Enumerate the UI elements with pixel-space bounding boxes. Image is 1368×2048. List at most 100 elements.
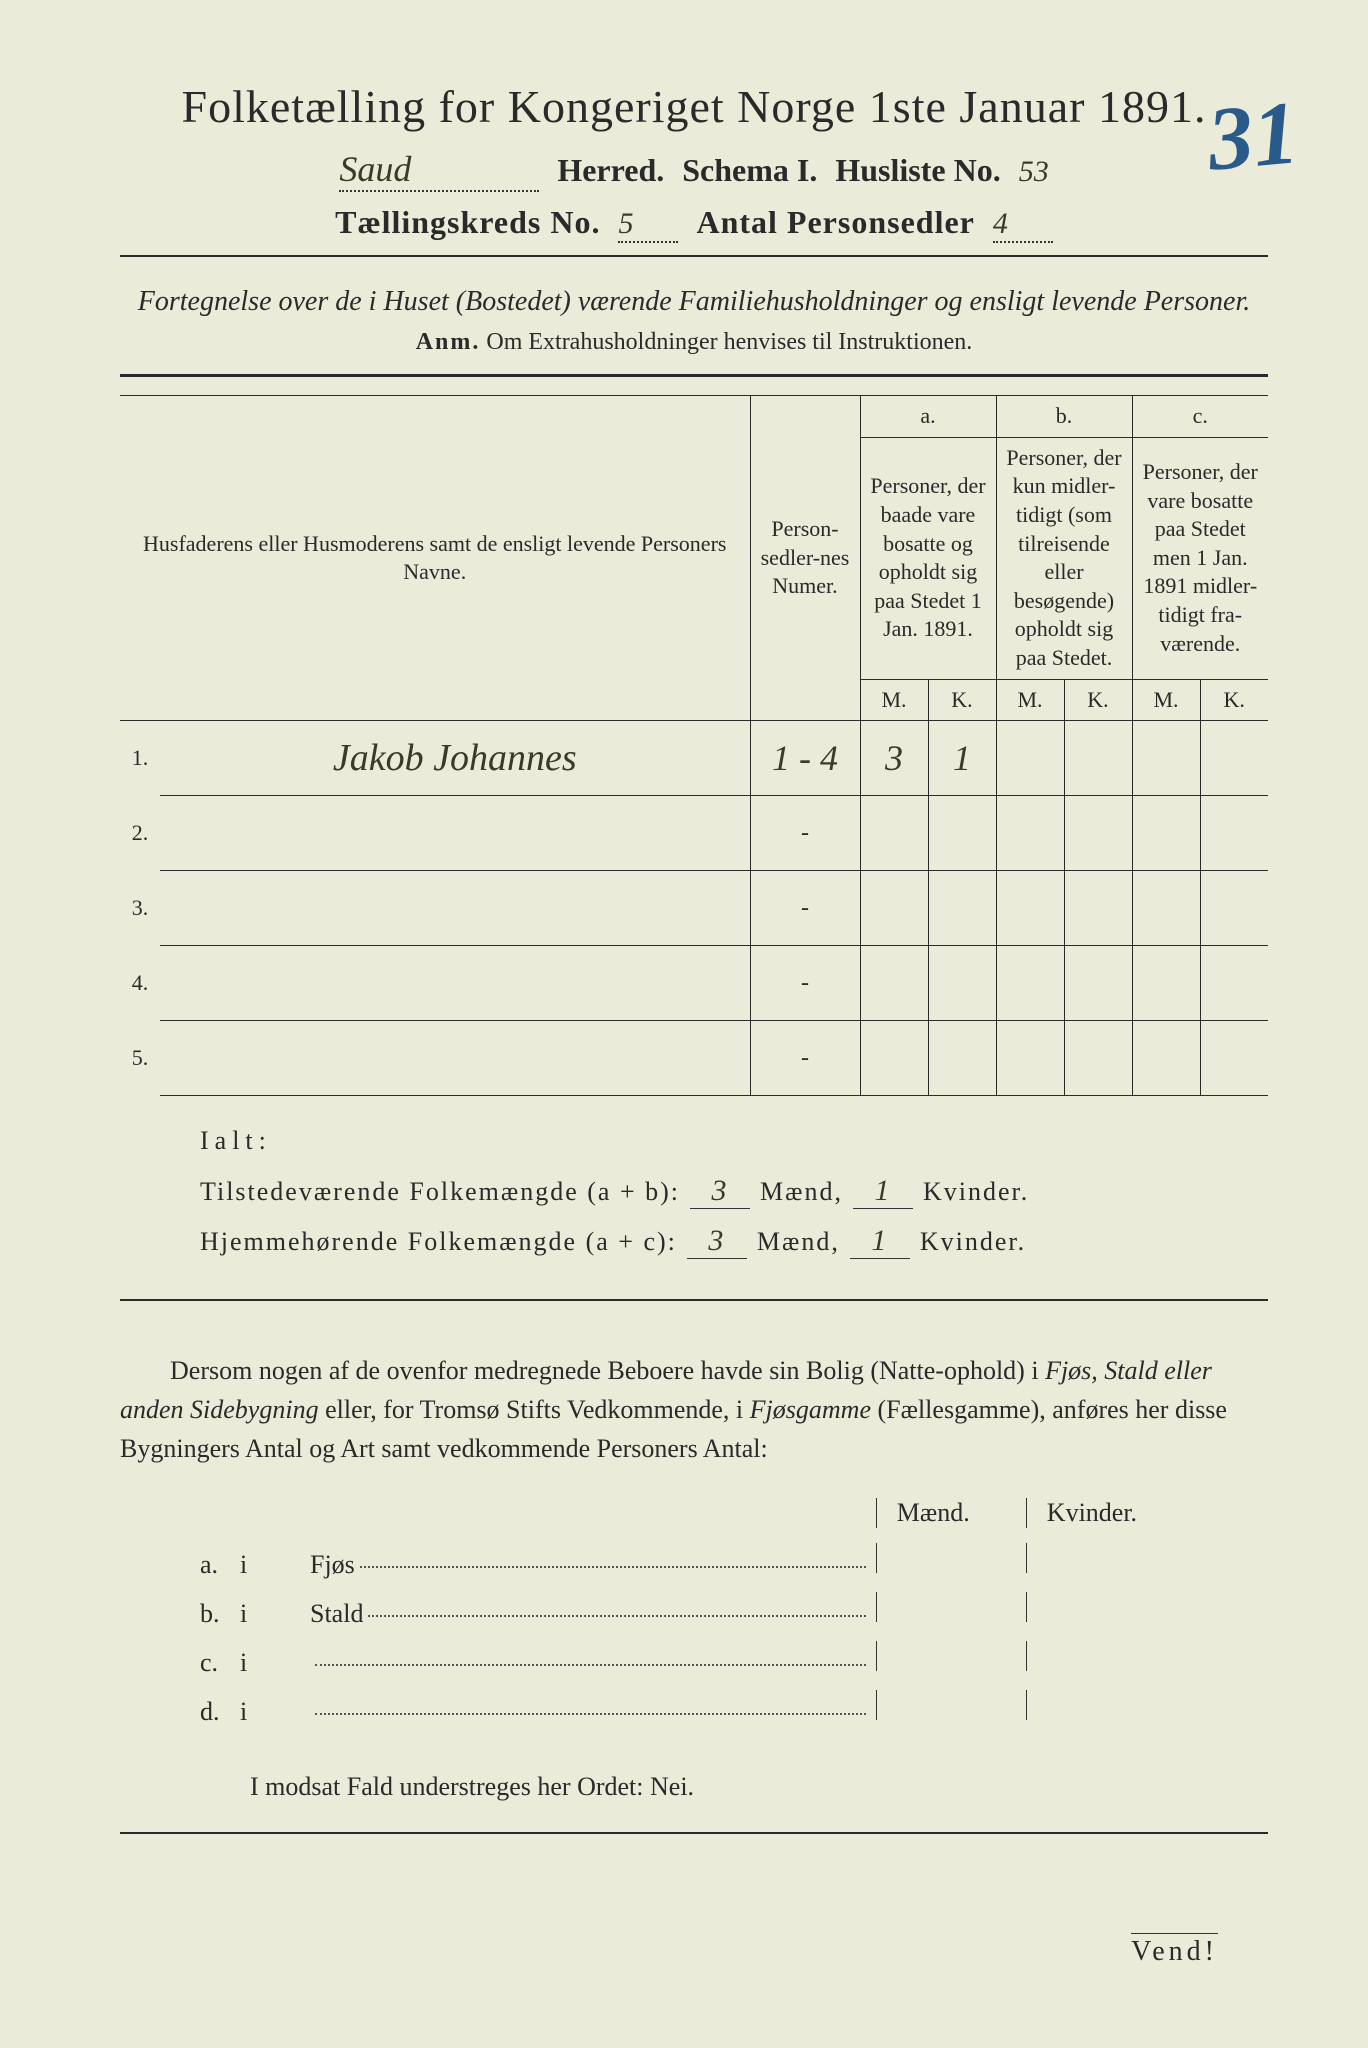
personsedler-value: 4 bbox=[993, 207, 1008, 240]
c-k-cell bbox=[1200, 1021, 1268, 1096]
a-m-cell bbox=[860, 796, 928, 871]
schema-label: Schema I. bbox=[682, 152, 817, 189]
row-num: 5. bbox=[120, 1021, 160, 1096]
person-cell: - bbox=[750, 1021, 860, 1096]
building-i: i bbox=[240, 1599, 310, 1629]
building-i: i bbox=[240, 1648, 310, 1678]
building-i: i bbox=[240, 1697, 310, 1727]
name-cell bbox=[160, 796, 750, 871]
summary1-label: Tilstedeværende Folkemængde (a + b): bbox=[200, 1177, 680, 1207]
a-m-cell: 3 bbox=[860, 721, 928, 796]
building-row: d.i bbox=[200, 1690, 1176, 1727]
a-m-cell bbox=[860, 946, 928, 1021]
col-b-m: M. bbox=[996, 679, 1064, 721]
thick-rule-1 bbox=[120, 374, 1268, 377]
c-k-cell bbox=[1200, 796, 1268, 871]
bottom-rule bbox=[120, 1832, 1268, 1834]
c-k-cell bbox=[1200, 946, 1268, 1021]
b-m-cell bbox=[996, 946, 1064, 1021]
col-c-m: M. bbox=[1132, 679, 1200, 721]
building-m-val bbox=[876, 1641, 1026, 1671]
table-row: 1.Jakob Johannes1 - 431 bbox=[120, 721, 1268, 796]
building-row: b.iStald bbox=[200, 1592, 1176, 1629]
herred-value: Saud bbox=[339, 149, 411, 189]
building-row: a.iFjøs bbox=[200, 1543, 1176, 1580]
building-kvinder-label: Kvinder. bbox=[1026, 1498, 1176, 1528]
vend-label: Vend! bbox=[1131, 1933, 1218, 1968]
building-k-val bbox=[1026, 1641, 1176, 1671]
row-num: 1. bbox=[120, 721, 160, 796]
stamp-number: 31 bbox=[1204, 81, 1303, 191]
a-m-cell bbox=[860, 1021, 928, 1096]
census-form-page: 31 Folketælling for Kongeriget Norge 1st… bbox=[0, 0, 1368, 2048]
col-a-label: a. bbox=[860, 396, 996, 438]
maend-label-1: Mænd, bbox=[760, 1177, 843, 1207]
header-line-2: Tællingskreds No. 5 Antal Personsedler 4 bbox=[120, 204, 1268, 243]
name-cell bbox=[160, 946, 750, 1021]
col-a-desc: Personer, der baade vare bosatte og opho… bbox=[860, 437, 996, 679]
table-row: 3.- bbox=[120, 871, 1268, 946]
personsedler-label: Antal Personsedler bbox=[696, 204, 974, 241]
mid-rule bbox=[120, 1299, 1268, 1301]
person-cell: - bbox=[750, 871, 860, 946]
ialt-label: Ialt: bbox=[200, 1126, 1268, 1156]
herred-field: Saud bbox=[339, 148, 539, 192]
c-k-cell bbox=[1200, 871, 1268, 946]
a-k-cell bbox=[928, 796, 996, 871]
totals-section: Ialt: Tilstedeværende Folkemængde (a + b… bbox=[200, 1126, 1268, 1259]
header-rule bbox=[120, 255, 1268, 257]
col-c-desc: Personer, der vare bosatte paa Stedet me… bbox=[1132, 437, 1268, 679]
col-c-label: c. bbox=[1132, 396, 1268, 438]
kreds-label: Tællingskreds No. bbox=[335, 204, 600, 241]
kreds-value: 5 bbox=[618, 207, 633, 240]
kreds-field: 5 bbox=[618, 204, 678, 243]
page-title: Folketælling for Kongeriget Norge 1ste J… bbox=[120, 80, 1268, 133]
building-maend-label: Mænd. bbox=[876, 1498, 1026, 1528]
building-k-val bbox=[1026, 1592, 1176, 1622]
a-k-cell bbox=[928, 1021, 996, 1096]
summary2-label: Hjemmehørende Folkemængde (a + c): bbox=[200, 1227, 677, 1257]
building-name: Stald bbox=[310, 1599, 363, 1629]
header-line-1: Saud Herred. Schema I. Husliste No. 53 bbox=[120, 148, 1268, 192]
c-m-cell bbox=[1132, 796, 1200, 871]
col-b-k: K. bbox=[1064, 679, 1132, 721]
building-spacer bbox=[200, 1498, 876, 1528]
a-k-cell: 1 bbox=[928, 721, 996, 796]
personsedler-field: 4 bbox=[993, 204, 1053, 243]
building-dots bbox=[315, 1664, 866, 1666]
building-header: Mænd. Kvinder. bbox=[200, 1498, 1176, 1528]
husliste-label: Husliste No. bbox=[835, 152, 1000, 189]
building-m-val bbox=[876, 1690, 1026, 1720]
building-letter: d. bbox=[200, 1697, 240, 1727]
c-m-cell bbox=[1132, 1021, 1200, 1096]
c-m-cell bbox=[1132, 946, 1200, 1021]
building-letter: a. bbox=[200, 1550, 240, 1580]
table-header: Husfaderens eller Husmoderens samt de en… bbox=[120, 396, 1268, 721]
building-dots bbox=[360, 1566, 866, 1568]
name-cell bbox=[160, 1021, 750, 1096]
building-paragraph: Dersom nogen af de ovenfor medregnede Be… bbox=[120, 1351, 1268, 1468]
building-table: Mænd. Kvinder. a.iFjøsb.iStaldc.id.i bbox=[200, 1498, 1176, 1727]
building-dots bbox=[368, 1615, 865, 1617]
b-k-cell bbox=[1064, 1021, 1132, 1096]
name-cell: Jakob Johannes bbox=[160, 721, 750, 796]
para-italic2: Fjøsgamme bbox=[750, 1395, 871, 1424]
building-dots bbox=[315, 1713, 866, 1715]
b-k-cell bbox=[1064, 871, 1132, 946]
form-subtitle: Fortegnelse over de i Huset (Bostedet) v… bbox=[120, 282, 1268, 321]
col-name-header: Husfaderens eller Husmoderens samt de en… bbox=[120, 396, 750, 721]
person-cell: - bbox=[750, 796, 860, 871]
summary2-k: 1 bbox=[850, 1224, 910, 1259]
b-m-cell bbox=[996, 1021, 1064, 1096]
row-num: 4. bbox=[120, 946, 160, 1021]
c-k-cell bbox=[1200, 721, 1268, 796]
row-num: 2. bbox=[120, 796, 160, 871]
para-text1: Dersom nogen af de ovenfor medregnede Be… bbox=[170, 1356, 1045, 1385]
building-k-val bbox=[1026, 1543, 1176, 1573]
b-m-cell bbox=[996, 721, 1064, 796]
table-row: 4.- bbox=[120, 946, 1268, 1021]
kvinder-label-2: Kvinder. bbox=[920, 1227, 1026, 1257]
summary-line-2: Hjemmehørende Folkemængde (a + c): 3 Mæn… bbox=[200, 1224, 1268, 1259]
summary1-k: 1 bbox=[853, 1174, 913, 1209]
summary-line-1: Tilstedeværende Folkemængde (a + b): 3 M… bbox=[200, 1174, 1268, 1209]
